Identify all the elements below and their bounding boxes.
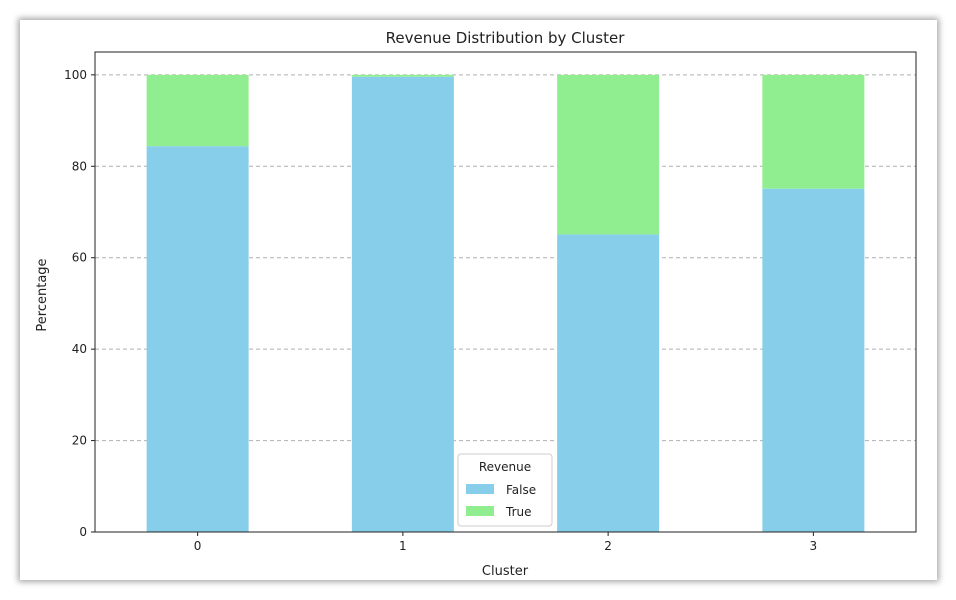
x-tick-label: 2 [604,539,612,553]
bar-true-cluster-1 [351,74,454,77]
bar-false-cluster-1 [351,76,454,532]
legend: Revenue False True [457,453,553,527]
plot-frame [94,51,917,533]
x-tick-label: 3 [810,539,818,553]
y-tick-label: 60 [72,251,87,265]
bar-true-cluster-3 [762,74,865,189]
bar-false-cluster-0 [146,146,249,532]
y-tick-label: 0 [79,525,87,539]
legend-swatch-false [466,484,494,494]
legend-label-false: False [506,483,536,497]
chart-title: Revenue Distribution by Cluster [386,29,626,47]
bar-false-cluster-3 [762,188,865,532]
y-tick-label: 20 [72,434,87,448]
legend-label-true: True [505,505,532,519]
legend-title: Revenue [479,460,531,474]
y-tick-label: 80 [72,159,87,173]
x-axis-label: Cluster [482,564,529,579]
y-tick-label: 40 [72,342,87,356]
x-tick-label: 1 [399,539,407,553]
y-axis-label: Percentage [35,258,50,331]
x-tick-label: 0 [194,539,202,553]
y-tick-label: 100 [64,68,87,82]
bar-true-cluster-2 [557,74,660,235]
legend-swatch-true [466,506,494,516]
bar-true-cluster-0 [146,74,249,147]
bar-false-cluster-2 [557,234,660,532]
